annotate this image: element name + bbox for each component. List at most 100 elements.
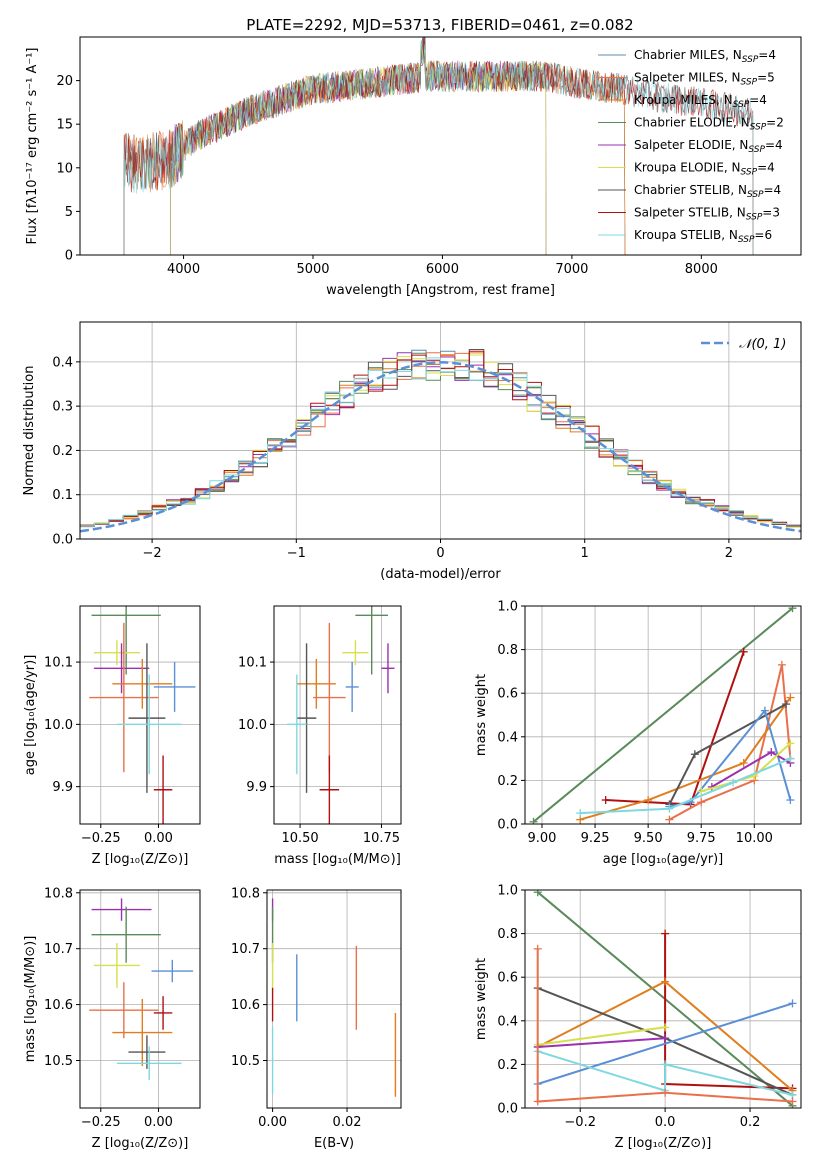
x-axis-label: wavelength [Angstrom, rest frame] — [326, 283, 555, 298]
y-axis-label: mass weight — [474, 958, 489, 1040]
legend-subscript: SSP — [742, 55, 759, 65]
x-tick-label: 9.50 — [634, 831, 663, 846]
x-tick-label: 0 — [436, 546, 444, 561]
x-tick-label: 0.00 — [144, 831, 173, 846]
y-tick-label: 10.5 — [44, 1054, 73, 1069]
y-tick-label: 10.5 — [231, 1054, 260, 1069]
y-tick-label: 0.8 — [497, 927, 518, 942]
x-tick-label: −0.2 — [564, 1115, 596, 1130]
legend-entry: Kroupa STELIB, NSSP=6 — [634, 228, 772, 245]
x-axis-label: age [log₁₀(age/yr)] — [603, 852, 724, 867]
spectrum-series-line — [123, 39, 754, 255]
legend-subscript: SSP — [741, 78, 758, 88]
weight-series-line — [537, 1050, 793, 1096]
figure-title: PLATE=2292, MJD=53713, FIBERID=0461, z=0… — [246, 16, 633, 34]
legend-subscript: SSP — [741, 168, 758, 178]
axes-frame — [524, 605, 802, 825]
y-axis-label: mass weight — [474, 674, 489, 756]
weight-series-line — [605, 651, 745, 806]
y-tick-label: 0.0 — [497, 818, 518, 833]
x-axis-label: E(B-V) — [314, 1136, 354, 1151]
legend-entry-value: =4 — [758, 48, 776, 62]
y-axis-label: Flux [fλ10⁻¹⁷ erg cm⁻² s⁻¹ A⁻¹] — [25, 48, 40, 245]
legend-entry-value: =4 — [749, 93, 767, 107]
legend-entry: Chabrier STELIB, NSSP=4 — [634, 183, 781, 200]
axes-frame — [273, 605, 402, 825]
y-tick-label: 0 — [65, 249, 73, 264]
x-tick-label: 9.75 — [687, 831, 716, 846]
y-tick-label: 9.9 — [246, 780, 267, 795]
x-axis-label: Z [log₁₀(Z/Z⊙)] — [615, 1136, 712, 1151]
x-tick-label: 6000 — [426, 262, 459, 277]
legend-entry: Salpeter MILES, NSSP=5 — [634, 71, 775, 88]
y-tick-label: 10.0 — [238, 718, 267, 733]
plot-area-mass-weight-vs-Z — [533, 890, 797, 1108]
x-tick-label: 2 — [725, 546, 733, 561]
legend-subscript: SSP — [746, 213, 763, 223]
weight-series-line — [532, 607, 794, 823]
legend-subscript: SSP — [738, 235, 755, 245]
y-tick-label: 0.6 — [497, 971, 518, 986]
y-tick-label: 0.2 — [497, 774, 518, 789]
chart-age-vs-Z: −0.25 0.00 9.9 10.0 10.1 Z [log₁₀(Z/Z⊙)] age [… — [23, 605, 201, 867]
histogram-step — [80, 354, 801, 528]
chart-spectrum: 4000 5000 6000 7000 8000 0 5 10 15 20 wavelength [… — [25, 36, 802, 298]
y-tick-label: 5 — [65, 205, 73, 220]
plot-area-mass-vs-ebv — [271, 898, 397, 1097]
weight-series-line — [579, 697, 792, 821]
x-tick-label: 9.25 — [581, 831, 610, 846]
x-tick-label: 0.02 — [333, 1115, 362, 1130]
chart-mass-vs-ebv: 0.00 0.02 10.5 10.6 10.7 10.8 E(B-V) — [231, 886, 402, 1151]
chart-mass-weight-vs-age: 9.00 9.25 9.50 9.75 10.00 0.0 0.2 0.4 0.6 0.8 1.0 a… — [474, 600, 802, 867]
x-tick-label: 0.00 — [258, 1115, 287, 1130]
legend-entry: Chabrier MILES, NSSP=4 — [634, 48, 776, 65]
y-tick-label: 20 — [56, 74, 73, 89]
chart-mass-weight-vs-Z: −0.2 0.0 0.2 0.0 0.2 0.4 0.6 0.8 1.0 Z [log₁₀(Z/Z… — [474, 884, 802, 1151]
weight-series-line — [537, 1002, 793, 1085]
y-tick-label: 0.8 — [497, 643, 518, 658]
y-tick-label: 0.0 — [52, 533, 73, 548]
x-axis-label: Z [log₁₀(Z/Z⊙)] — [92, 852, 189, 867]
y-tick-label: 0.4 — [497, 1014, 518, 1029]
x-tick-label: −1 — [287, 546, 306, 561]
y-axis-label: Normed distribution — [22, 366, 37, 496]
y-tick-label: 0.1 — [52, 488, 73, 503]
x-tick-label: 5000 — [296, 262, 329, 277]
y-tick-label: 10.6 — [44, 998, 73, 1013]
axes-frame — [79, 36, 802, 256]
y-tick-label: 10.6 — [231, 998, 260, 1013]
y-tick-label: 1.0 — [497, 884, 518, 899]
x-axis-label: Z [log₁₀(Z/Z⊙)] — [92, 1136, 189, 1151]
x-tick-label: 1 — [581, 546, 589, 561]
axes-frame — [79, 605, 201, 825]
legend-entry: 𝒩(0, 1) — [739, 337, 786, 352]
legend-entry: Kroupa MILES, NSSP=4 — [634, 93, 767, 110]
weight-series-line — [580, 757, 791, 815]
legend-subscript: SSP — [733, 100, 750, 110]
x-tick-label: 10.50 — [281, 831, 318, 846]
x-tick-label: 0.00 — [144, 1115, 173, 1130]
x-tick-label: 0.2 — [740, 1115, 761, 1130]
y-tick-label: 10 — [56, 161, 73, 176]
y-tick-label: 10.8 — [44, 886, 73, 901]
spectrum-series-line — [123, 37, 626, 255]
x-axis-label: mass [log₁₀(M/M⊙)] — [274, 852, 401, 867]
x-axis-label: (data-model)/error — [380, 567, 501, 582]
legend-entry-value: =3 — [762, 206, 780, 220]
weight-series-line — [537, 1026, 666, 1046]
plot-area-mass-weight-vs-age — [529, 606, 797, 824]
y-tick-label: 0.4 — [497, 730, 518, 745]
legend-entry-value: =4 — [757, 161, 775, 175]
legend-entry-value: =6 — [754, 228, 772, 242]
y-tick-label: 1.0 — [497, 600, 518, 615]
y-tick-label: 0.3 — [52, 400, 73, 415]
legend-entry: Salpeter ELODIE, NSSP=4 — [634, 138, 783, 155]
x-tick-label: 10.00 — [736, 831, 773, 846]
x-tick-label: 8000 — [685, 262, 718, 277]
legend-subscript: SSP — [747, 190, 764, 200]
y-tick-label: 10.7 — [44, 942, 73, 957]
axes-frame — [79, 889, 201, 1109]
y-tick-label: 10.1 — [238, 656, 267, 671]
legend-entry: Salpeter STELIB, NSSP=3 — [634, 206, 780, 223]
chart-age-vs-mass: 10.50 10.75 9.9 10.0 10.1 mass [log₁₀(M/M⊙)] — [238, 605, 402, 867]
